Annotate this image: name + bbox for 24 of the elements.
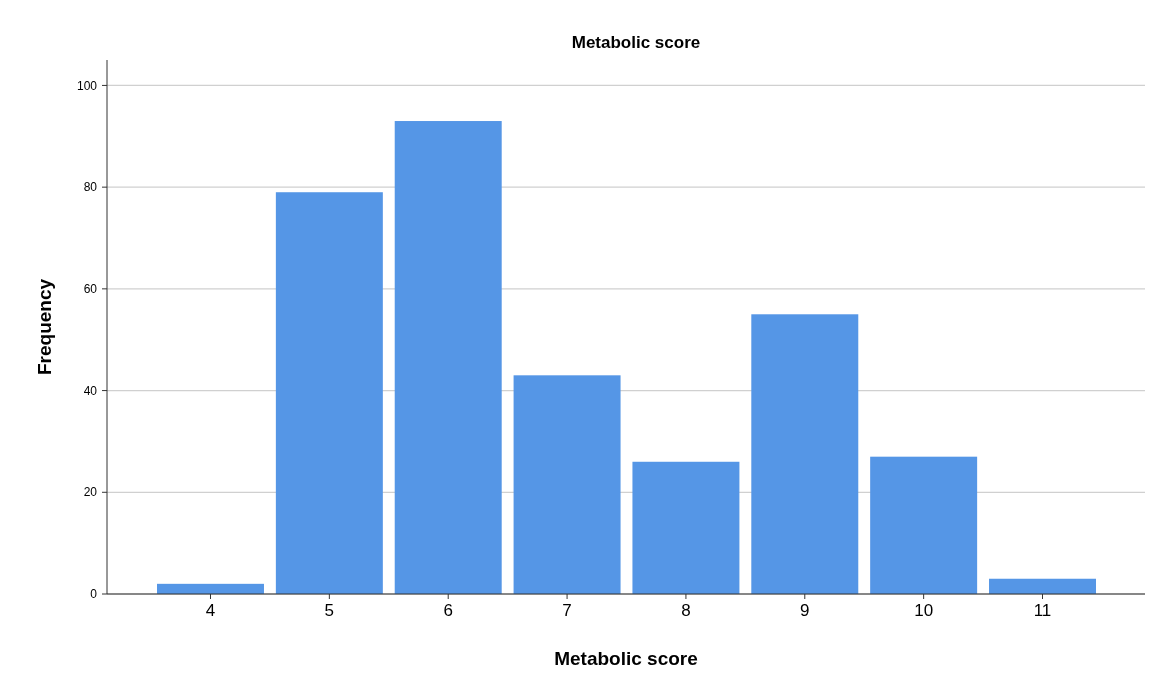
bar: [870, 456, 978, 594]
x-tick-label: 7: [562, 601, 572, 620]
y-axis-title: Frequency: [34, 278, 55, 376]
bar: [751, 314, 859, 594]
x-tick-label: 11: [1033, 601, 1052, 620]
x-axis-title: Metabolic score: [554, 648, 698, 669]
x-tick-label: 5: [324, 601, 335, 620]
x-tick-label: 6: [443, 601, 453, 620]
x-tick-label: 9: [800, 601, 810, 620]
x-tick-label: 8: [681, 601, 691, 620]
bar: [275, 192, 383, 594]
bar: [394, 121, 502, 594]
bar: [632, 461, 740, 594]
x-tick-label: 4: [205, 601, 216, 620]
bar: [513, 375, 621, 594]
y-tick-label: 80: [83, 180, 98, 195]
chart-title: Metabolic score: [571, 33, 701, 52]
x-tick-label: 10: [914, 601, 934, 620]
bar: [989, 578, 1096, 594]
y-tick-label: 20: [83, 485, 98, 500]
y-tick-label: 60: [83, 282, 98, 297]
y-tick-label: 100: [76, 78, 98, 93]
y-tick-label: 0: [90, 587, 98, 602]
y-tick-label: 40: [83, 383, 98, 398]
